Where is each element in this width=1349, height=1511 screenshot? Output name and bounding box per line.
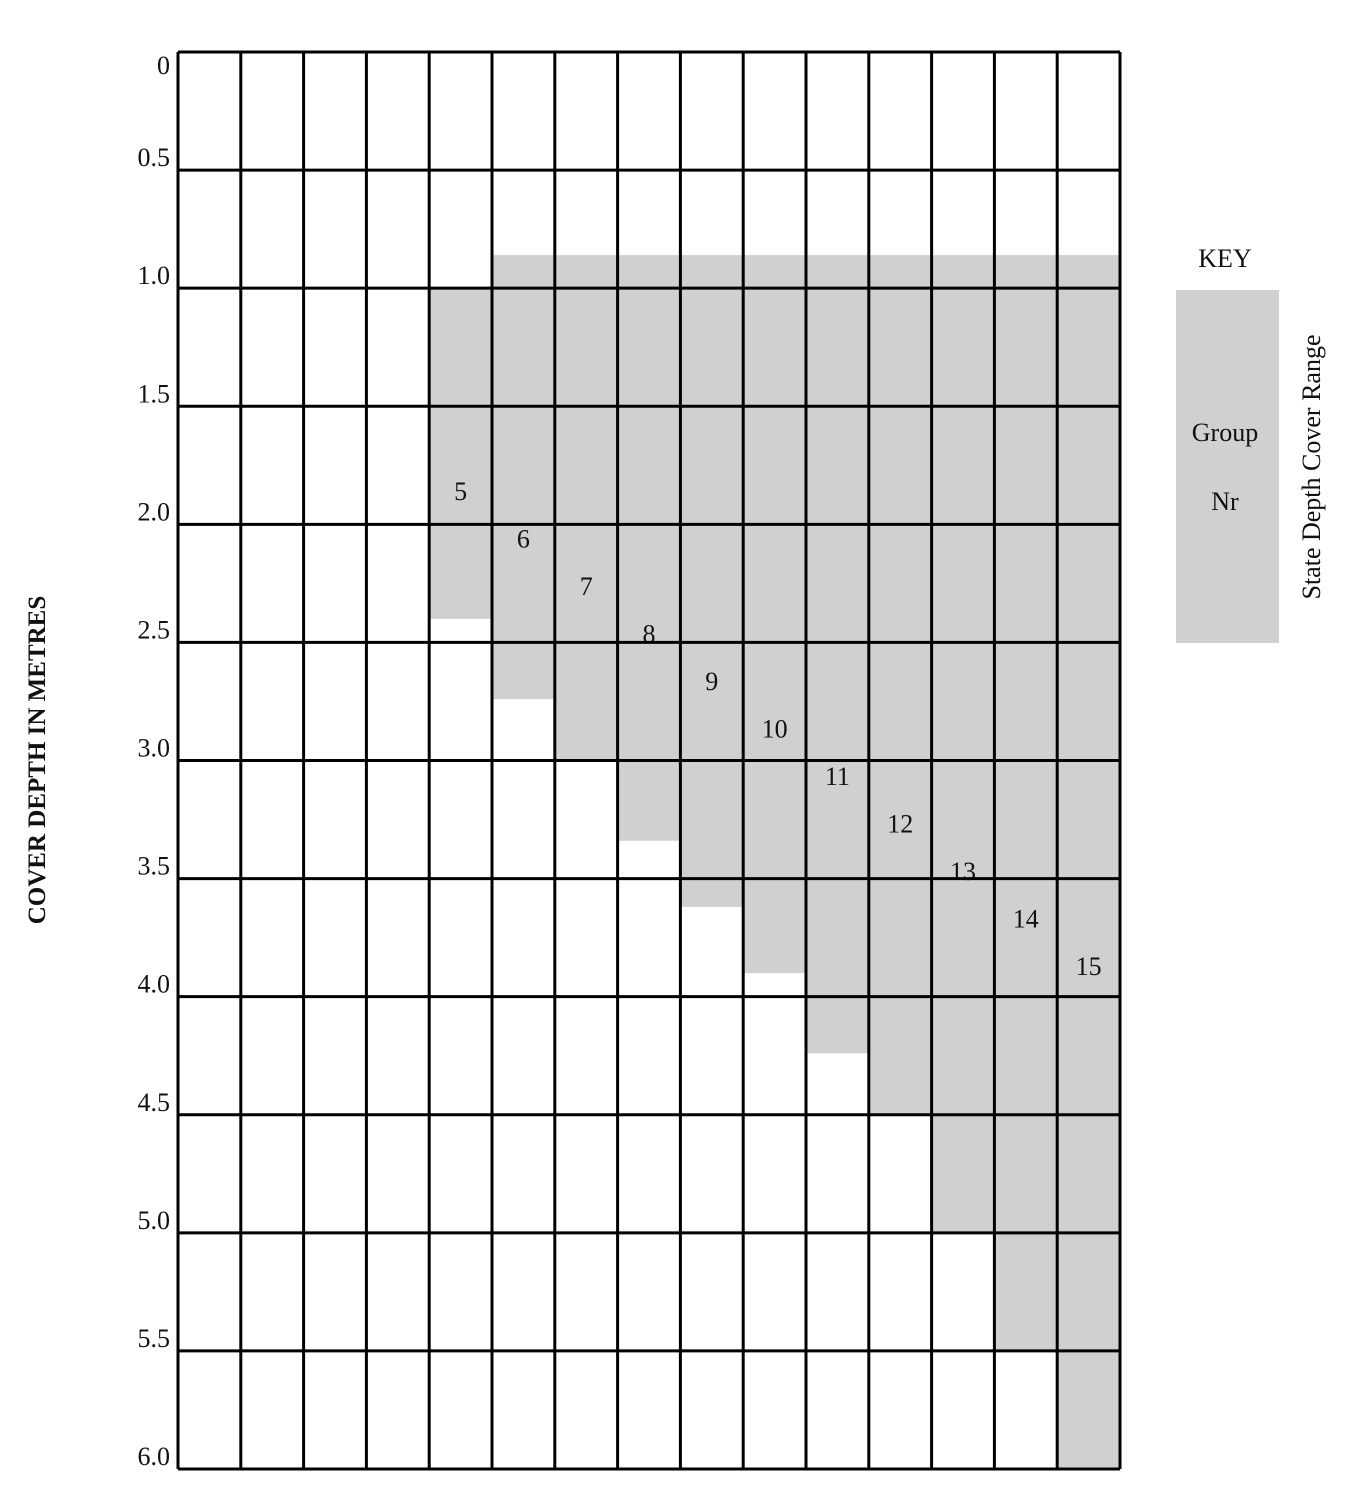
group-label: 8 (643, 620, 656, 649)
group-label: 5 (454, 477, 467, 506)
range-bar (743, 255, 806, 974)
group-label: 7 (580, 572, 593, 601)
y-tick-label: 4.0 (138, 970, 171, 999)
y-tick-label: 3.0 (138, 734, 171, 763)
group-label: 13 (950, 857, 976, 886)
range-bar (931, 255, 995, 1233)
y-axis-title: COVER DEPTH IN METRES (24, 596, 51, 925)
range-bar (680, 255, 744, 907)
y-tick-label: 2.0 (138, 497, 171, 526)
y-tick-label: 0 (157, 51, 170, 80)
y-tick-label: 0.5 (138, 143, 171, 172)
group-label: 12 (887, 810, 913, 839)
range-bar (806, 255, 869, 1054)
key-text: Nr (1211, 487, 1239, 516)
range-bar (994, 255, 1058, 1351)
group-label: 10 (762, 715, 788, 744)
group-label: 15 (1076, 952, 1102, 981)
y-tick-label: 4.5 (138, 1088, 171, 1117)
key-title: KEY (1198, 244, 1252, 273)
y-tick-label: 5.5 (138, 1324, 171, 1353)
key-swatch (1176, 290, 1279, 643)
key-text: Group (1192, 418, 1258, 447)
group-label: 9 (705, 667, 718, 696)
range-bar (429, 288, 492, 619)
range-bar (868, 255, 932, 1115)
y-tick-label: 2.5 (138, 615, 171, 644)
group-label: 11 (825, 762, 850, 791)
range-bar (617, 255, 681, 841)
group-label: 6 (517, 525, 530, 554)
group-label: 14 (1013, 905, 1039, 934)
y-tick-label: 5.0 (138, 1206, 171, 1235)
y-tick-label: 6.0 (138, 1442, 171, 1471)
y-tick-label: 3.5 (138, 852, 171, 881)
range-bar (492, 255, 555, 700)
range-bar (554, 255, 618, 761)
y-tick-label: 1.0 (138, 261, 171, 290)
range-bar (1057, 255, 1120, 1470)
key-side-label: State Depth Cover Range (1297, 335, 1326, 600)
y-tick-label: 1.5 (138, 379, 171, 408)
